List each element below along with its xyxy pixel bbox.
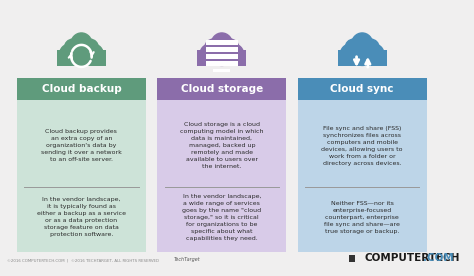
FancyBboxPatch shape: [298, 100, 427, 252]
FancyBboxPatch shape: [17, 100, 146, 252]
Circle shape: [205, 39, 221, 57]
Text: Cloud storage: Cloud storage: [181, 84, 263, 94]
Circle shape: [340, 44, 360, 65]
Text: File sync and share (FSS)
synchronizes files across
computers and mobile
devices: File sync and share (FSS) synchronizes f…: [321, 126, 403, 166]
Circle shape: [352, 33, 373, 56]
FancyBboxPatch shape: [338, 50, 386, 66]
Circle shape: [363, 39, 379, 57]
Circle shape: [365, 44, 384, 65]
Circle shape: [345, 39, 362, 57]
FancyBboxPatch shape: [198, 50, 246, 66]
FancyBboxPatch shape: [298, 78, 427, 100]
Text: Cloud backup provides
an extra copy of an
organization's data by
sending it over: Cloud backup provides an extra copy of a…: [41, 129, 122, 162]
Text: COMPUTERTECH: COMPUTERTECH: [365, 253, 460, 263]
FancyBboxPatch shape: [157, 78, 286, 100]
Text: Neither FSS—nor its
enterprise-focused
counterpart, enterprise
file sync and sha: Neither FSS—nor its enterprise-focused c…: [324, 201, 400, 233]
FancyBboxPatch shape: [157, 100, 286, 252]
Text: Cloud sync: Cloud sync: [330, 84, 394, 94]
Circle shape: [211, 33, 233, 56]
FancyBboxPatch shape: [17, 78, 146, 100]
FancyBboxPatch shape: [57, 50, 106, 66]
Circle shape: [64, 39, 81, 57]
Circle shape: [60, 44, 79, 65]
Text: .COM: .COM: [423, 253, 454, 263]
Circle shape: [200, 44, 219, 65]
Text: In the vendor landscape,
a wide range of services
goes by the name "cloud
storag: In the vendor landscape, a wide range of…: [182, 193, 261, 241]
Circle shape: [68, 36, 95, 65]
Text: ©2016 COMPUTERTECH.COM  |  ©2016 TECHTARGET, ALL RIGHTS RESERVED: ©2016 COMPUTERTECH.COM | ©2016 TECHTARGE…: [8, 258, 159, 262]
Circle shape: [208, 36, 236, 65]
FancyBboxPatch shape: [213, 69, 230, 72]
FancyBboxPatch shape: [206, 47, 237, 52]
FancyBboxPatch shape: [206, 61, 237, 66]
Text: In the vendor landscape,
it is typically found as
either a backup as a service
o: In the vendor landscape, it is typically…: [37, 197, 126, 237]
Text: TechTarget: TechTarget: [174, 258, 201, 262]
Text: Cloud backup: Cloud backup: [42, 84, 121, 94]
Circle shape: [71, 33, 92, 56]
Circle shape: [84, 44, 103, 65]
FancyBboxPatch shape: [206, 40, 237, 45]
Circle shape: [224, 44, 244, 65]
Circle shape: [222, 39, 239, 57]
FancyBboxPatch shape: [348, 254, 355, 261]
FancyBboxPatch shape: [206, 54, 237, 59]
Circle shape: [348, 36, 376, 65]
Circle shape: [82, 39, 99, 57]
Text: Cloud storage is a cloud
computing model in which
data is maintained,
managed, b: Cloud storage is a cloud computing model…: [180, 122, 264, 169]
